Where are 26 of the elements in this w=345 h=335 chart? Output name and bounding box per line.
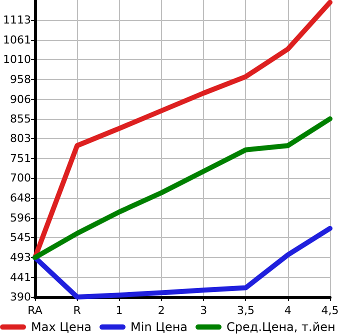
x-tick-label: 1 bbox=[116, 304, 123, 317]
x-tick-label: 4 bbox=[284, 304, 292, 317]
y-tick-label: 1061 bbox=[2, 33, 31, 46]
y-tick-label: 441 bbox=[10, 270, 31, 284]
x-tick-label: 2 bbox=[158, 304, 165, 317]
y-tick-label: 803 bbox=[10, 132, 31, 146]
x-tick-label: RA bbox=[28, 304, 43, 317]
y-tick-label: 1010 bbox=[2, 52, 31, 66]
y-tick-label: 1113 bbox=[2, 13, 31, 26]
y-tick-label: 700 bbox=[10, 172, 31, 185]
legend-label: Сред.Цена, т.йен bbox=[226, 320, 336, 334]
y-tick-label: 390 bbox=[10, 290, 31, 304]
x-tick-label: R bbox=[73, 304, 82, 317]
y-tick-label: 855 bbox=[10, 112, 31, 126]
y-tick-label: 958 bbox=[10, 72, 31, 86]
y-tick-label: 906 bbox=[10, 92, 31, 106]
y-tick-label: 648 bbox=[10, 192, 31, 205]
x-tick-label: 4,5 bbox=[321, 304, 339, 317]
y-tick-label: 493 bbox=[10, 251, 31, 264]
y-tick-label: 596 bbox=[10, 212, 31, 225]
y-tick-label: 751 bbox=[10, 152, 31, 166]
legend-label: Max Цена bbox=[31, 320, 92, 334]
x-tick-label: 3 bbox=[200, 304, 208, 317]
x-tick-label: 3,5 bbox=[236, 304, 254, 317]
legend-label: Min Цена bbox=[130, 320, 188, 334]
y-tick-label: 545 bbox=[10, 231, 31, 244]
